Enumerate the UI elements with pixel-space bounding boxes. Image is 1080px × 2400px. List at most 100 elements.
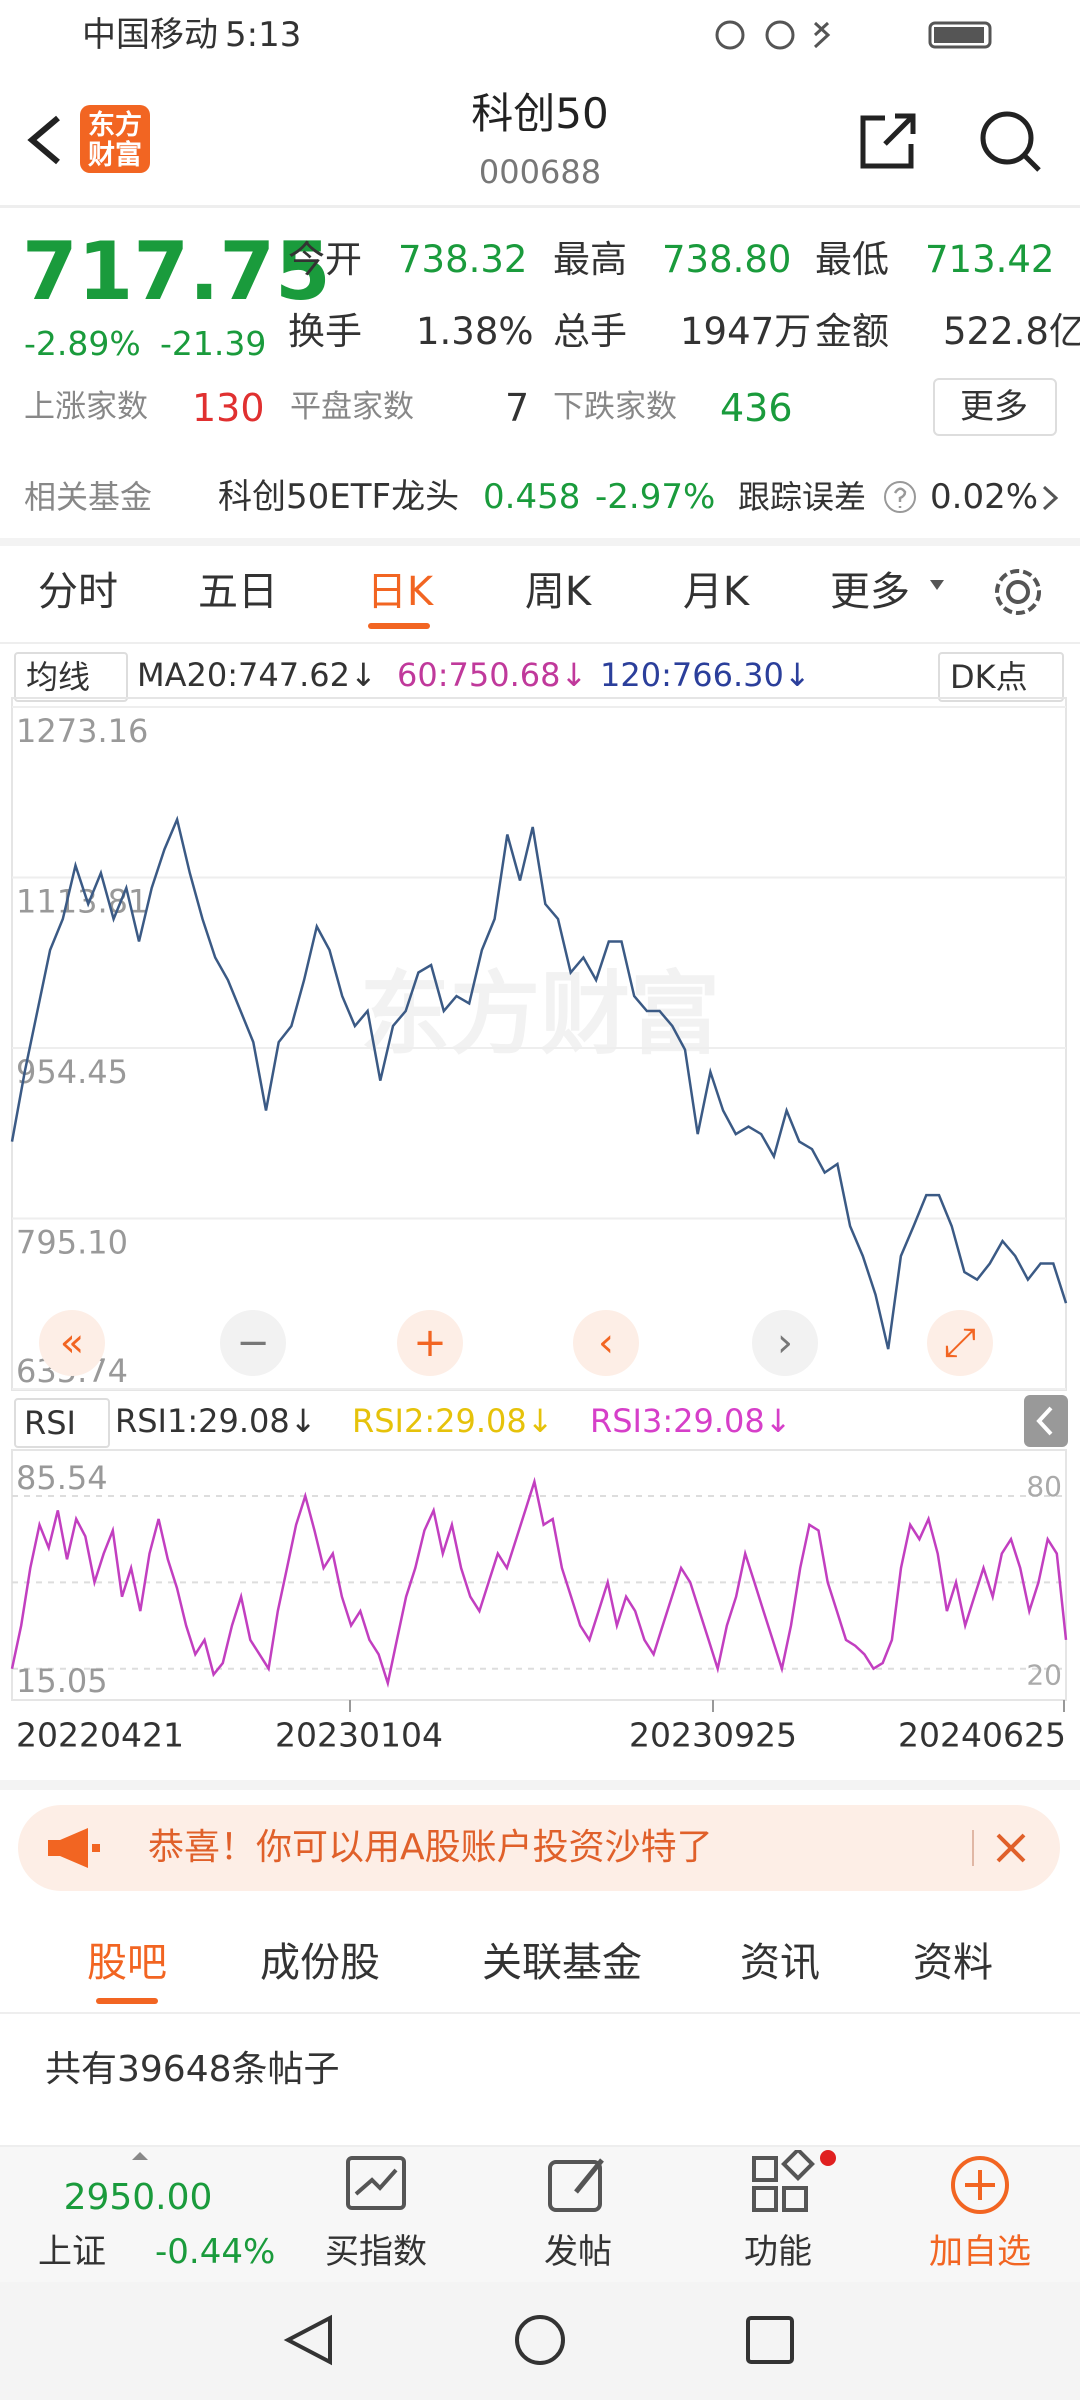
- field-label: 总手: [553, 310, 627, 353]
- bottom-bar: [0, 2145, 1080, 2284]
- price: 717.75: [22, 225, 331, 318]
- control-glyph: «: [60, 1320, 84, 1366]
- chart-control[interactable]: [397, 1310, 463, 1376]
- chart-control[interactable]: [752, 1310, 818, 1376]
- dk-selector[interactable]: DK点: [938, 652, 1064, 702]
- action-label[interactable]: 功能: [744, 2232, 812, 2272]
- rsi-label: RSI: [24, 1404, 76, 1442]
- ma20: MA20:747.62↓: [137, 656, 377, 694]
- content-tab[interactable]: 资料: [913, 1940, 993, 1986]
- content-tab[interactable]: 关联基金: [482, 1940, 642, 1986]
- y-tick-label: 1273.16: [16, 712, 148, 750]
- control-glyph: −: [236, 1320, 270, 1366]
- control-glyph: ⤢: [944, 1320, 976, 1366]
- banner-text[interactable]: 恭喜！你可以用A股账户投资沙特了: [148, 1827, 713, 1868]
- field-label: 最高: [553, 238, 627, 281]
- period-tab[interactable]: 更多: [830, 569, 910, 615]
- field-value: 1.38%: [416, 310, 534, 353]
- chart-control[interactable]: [927, 1310, 993, 1376]
- carrier: 中国移动: [82, 15, 218, 55]
- change: -21.39: [160, 324, 267, 363]
- ma-label: 均线: [26, 658, 91, 696]
- period-tab[interactable]: 日K: [366, 569, 434, 615]
- content-tab[interactable]: 成份股: [260, 1940, 380, 1986]
- data-line: [10, 1476, 1068, 1688]
- control-glyph: ‹: [598, 1320, 614, 1366]
- change-pct: -2.89%: [24, 324, 141, 363]
- title: 科创50: [471, 89, 609, 138]
- action-icons: [346, 2150, 1009, 2214]
- collapse-tab[interactable]: [1024, 1395, 1068, 1447]
- fund-price: 0.458: [483, 477, 581, 517]
- ma120: 120:766.30↓: [600, 656, 811, 694]
- rsi-selector[interactable]: RSI: [14, 1398, 110, 1448]
- settings-icon[interactable]: [990, 564, 1046, 620]
- fund-name[interactable]: 科创50ETF龙头: [218, 477, 460, 517]
- code: 000688: [478, 153, 602, 191]
- header-icons[interactable]: [855, 108, 1045, 173]
- fund-pct: -2.97%: [595, 477, 716, 517]
- y-limit-label: 85.54: [16, 1459, 108, 1497]
- chart-control[interactable]: [573, 1310, 639, 1376]
- content-tab[interactable]: 资讯: [740, 1940, 820, 1986]
- field-label: 金额: [815, 310, 889, 353]
- field-value: 738.32: [398, 238, 528, 281]
- period-tab[interactable]: 周K: [524, 569, 592, 615]
- rsi1: RSI1:29.08↓: [115, 1402, 317, 1440]
- up-label: 上涨家数: [24, 389, 148, 425]
- chart-control[interactable]: [39, 1310, 105, 1376]
- content-tab[interactable]: 股吧: [87, 1940, 167, 1986]
- rsi2: RSI2:29.08↓: [352, 1402, 554, 1440]
- y-tick-label: 80: [1026, 1470, 1062, 1503]
- clock: 5:13: [225, 15, 302, 55]
- x-tick-label: 20220421: [16, 1716, 184, 1755]
- field-value: 1947万: [680, 310, 812, 353]
- chevron[interactable]: [1036, 483, 1066, 513]
- field-label: 最低: [815, 238, 889, 281]
- fund-label: 相关基金: [24, 478, 153, 516]
- tracking-label: 跟踪误差: [738, 478, 867, 516]
- index-pct[interactable]: -0.44%: [155, 2232, 276, 2272]
- logo: 东方财富: [80, 105, 150, 173]
- field-value: 738.80: [662, 238, 792, 281]
- nav-buttons[interactable]: [0, 2300, 1080, 2380]
- flat-label: 平盘家数: [290, 389, 414, 425]
- down-count: 436: [720, 386, 793, 430]
- status-icons: [715, 20, 992, 50]
- logo-text: 东方财富: [88, 110, 142, 171]
- tracking-value: 0.02%: [930, 477, 1039, 517]
- y-tick-label: 20: [1026, 1659, 1062, 1692]
- up-count: 130: [192, 386, 265, 430]
- field-label: 今开: [288, 238, 362, 281]
- action-label[interactable]: 发帖: [544, 2232, 612, 2272]
- watermark: 东方财富: [360, 962, 720, 1067]
- x-tick-label: 20230925: [629, 1716, 797, 1755]
- period-tab[interactable]: 五日: [198, 569, 278, 615]
- y-limit-label: 15.05: [16, 1662, 108, 1700]
- period-tab[interactable]: 月K: [682, 569, 750, 615]
- action-label[interactable]: 加自选: [929, 2232, 1031, 2272]
- ma-selector[interactable]: 均线: [14, 652, 128, 702]
- y-tick-label: 795.10: [16, 1223, 128, 1261]
- caret: [930, 580, 944, 590]
- index-name[interactable]: 上证: [38, 2232, 106, 2272]
- help-icon[interactable]: [882, 479, 922, 519]
- period-tab[interactable]: 分时: [38, 569, 118, 615]
- ma60: 60:750.68↓: [397, 656, 588, 694]
- action-label[interactable]: 买指数: [325, 2232, 427, 2272]
- index-arrow: [132, 2152, 148, 2160]
- control-glyph: ›: [777, 1320, 793, 1366]
- index-value[interactable]: 2950.00: [63, 2177, 213, 2218]
- tab-indicator: [368, 623, 430, 629]
- banner-close[interactable]: [970, 1825, 1040, 1871]
- y-tick-label: 954.45: [16, 1053, 128, 1091]
- more-text: 更多: [960, 387, 1028, 427]
- x-tick-label: 20240625: [898, 1716, 1066, 1755]
- more-button[interactable]: 更多: [933, 378, 1057, 436]
- chart-control[interactable]: [220, 1310, 286, 1376]
- back-button[interactable]: [20, 110, 70, 170]
- tab-indicator: [96, 1998, 158, 2004]
- banner[interactable]: [18, 1805, 1060, 1891]
- flat-count: 7: [505, 386, 530, 430]
